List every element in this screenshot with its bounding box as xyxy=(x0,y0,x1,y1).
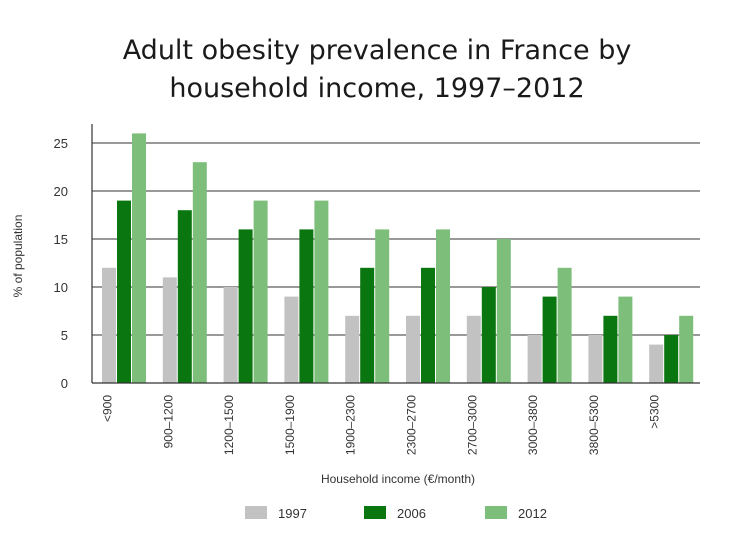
x-tick-7: 3000–3800 xyxy=(526,395,540,455)
bar-2006-0 xyxy=(117,200,131,383)
bar-2006-4 xyxy=(360,267,375,383)
bar-2006-3 xyxy=(299,229,314,383)
legend: 1997 2006 2012 xyxy=(245,506,547,521)
x-tick-1: 900–1200 xyxy=(161,395,175,449)
x-tick-2: 1200–1500 xyxy=(222,395,236,455)
legend-label-1997: 1997 xyxy=(278,506,307,521)
bar-1997-4 xyxy=(345,315,360,383)
x-tick-9: >5300 xyxy=(648,395,662,429)
legend-swatch-2012 xyxy=(485,506,507,519)
legend-swatch-2006 xyxy=(364,506,386,519)
bar-1997-1 xyxy=(162,277,177,383)
bar-1997-2 xyxy=(223,287,238,383)
legend-label-2012: 2012 xyxy=(518,506,547,521)
bar-2012-6 xyxy=(496,239,511,383)
bar-1997-6 xyxy=(466,315,481,383)
x-tick-3: 1500–1900 xyxy=(283,395,297,455)
bar-1997-3 xyxy=(284,296,299,383)
bar-2012-0 xyxy=(132,133,146,383)
x-tick-6: 2700–3000 xyxy=(465,395,479,455)
x-tick-0: <900 xyxy=(101,395,115,422)
bars xyxy=(102,133,694,383)
bar-2006-2 xyxy=(238,229,253,383)
y-tick-labels: 0 5 10 15 20 25 xyxy=(54,136,68,391)
y-tick-10: 10 xyxy=(54,280,68,295)
bar-2012-7 xyxy=(557,267,572,383)
legend-swatch-1997 xyxy=(245,506,267,519)
bar-2012-3 xyxy=(314,200,329,383)
chart-title: Adult obesity prevalence in France by ho… xyxy=(0,32,754,108)
legend-label-2006: 2006 xyxy=(397,506,426,521)
y-tick-5: 5 xyxy=(61,328,68,343)
bar-1997-9 xyxy=(649,344,664,383)
bar-2006-1 xyxy=(177,210,192,383)
bar-2012-8 xyxy=(618,296,633,383)
bar-2012-5 xyxy=(436,229,450,383)
bar-2012-4 xyxy=(375,229,390,383)
y-tick-0: 0 xyxy=(61,376,68,391)
x-tick-labels: <900 900–1200 1200–1500 1500–1900 1900–2300 2… xyxy=(101,395,662,455)
bar-1997-0 xyxy=(102,267,116,383)
chart-title-line-1: Adult obesity prevalence in France by xyxy=(122,35,632,66)
y-axis-label: % of population xyxy=(11,215,25,298)
bar-1997-5 xyxy=(406,315,420,383)
bar-2006-5 xyxy=(421,267,435,383)
bar-2006-6 xyxy=(481,287,496,383)
axes xyxy=(91,124,700,384)
y-tick-20: 20 xyxy=(54,184,68,199)
bar-2012-2 xyxy=(253,200,268,383)
x-tick-5: 2300–2700 xyxy=(405,395,419,455)
bar-2012-9 xyxy=(679,315,694,383)
bar-1997-8 xyxy=(588,335,603,383)
bar-2006-7 xyxy=(542,296,557,383)
x-axis-label: Household income (€/month) xyxy=(321,472,475,486)
bar-1997-7 xyxy=(527,335,542,383)
bar-2012-1 xyxy=(192,162,207,383)
x-tick-4: 1900–2300 xyxy=(344,395,358,455)
bar-2006-8 xyxy=(603,315,618,383)
y-tick-15: 15 xyxy=(54,232,68,247)
y-tick-25: 25 xyxy=(54,136,68,151)
x-tick-8: 3800–5300 xyxy=(587,395,601,455)
bar-2006-9 xyxy=(664,335,679,383)
chart-title-line-2: household income, 1997–2012 xyxy=(169,73,585,104)
